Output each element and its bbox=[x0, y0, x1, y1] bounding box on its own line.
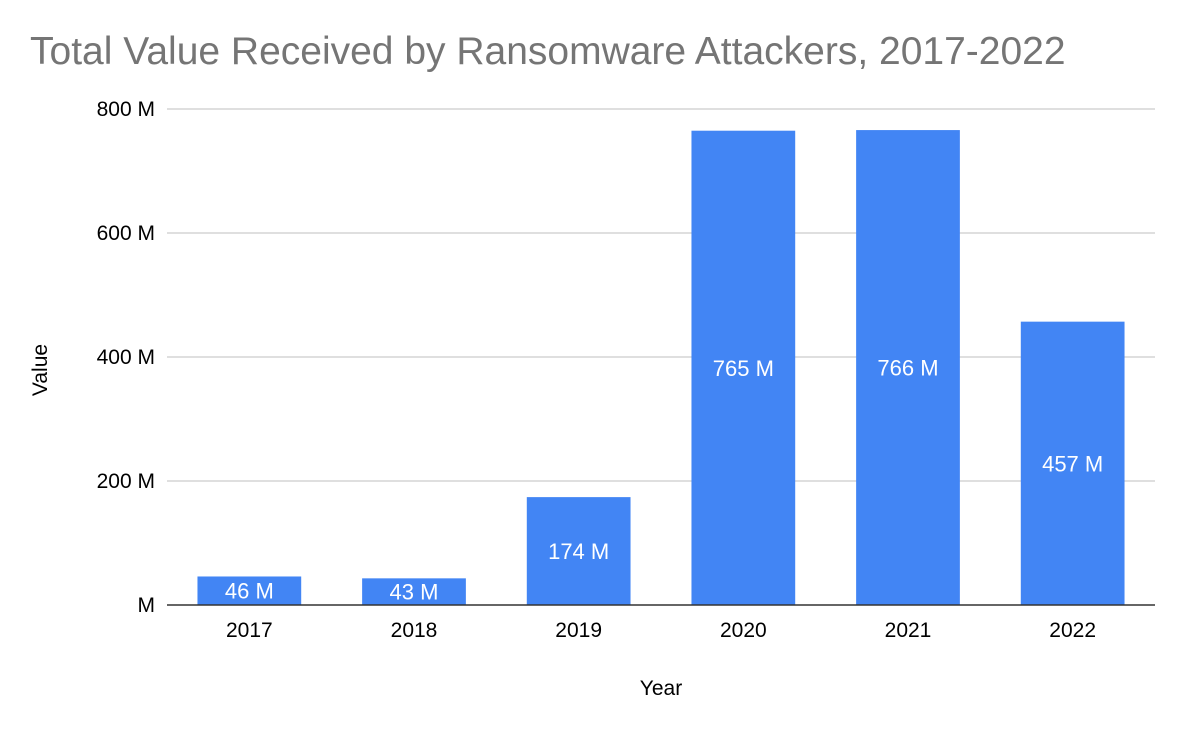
gridlines bbox=[167, 108, 1155, 482]
y-tick-label: 400 M bbox=[97, 346, 155, 369]
y-tick-label: 800 M bbox=[97, 98, 155, 121]
bar bbox=[526, 497, 631, 605]
y-axis-title: Value bbox=[29, 344, 52, 396]
bar bbox=[362, 578, 466, 605]
bar-data-label: 46 M bbox=[225, 579, 274, 604]
y-tick-label: 600 M bbox=[97, 222, 155, 245]
data-labels: 46 M 43 M 174 M 765 M 766 M 457 M bbox=[225, 356, 1103, 605]
x-axis-ticks: 2017 2018 2019 2020 2021 2022 bbox=[226, 619, 1096, 642]
bar-data-label: 765 M bbox=[713, 356, 774, 381]
bar bbox=[691, 130, 796, 605]
bar-data-label: 174 M bbox=[548, 539, 609, 564]
bar bbox=[197, 576, 302, 605]
bar-data-label: 766 M bbox=[877, 356, 938, 381]
x-tick-label: 2017 bbox=[226, 619, 273, 642]
x-axis-title: Year bbox=[640, 677, 682, 700]
x-tick-label: 2018 bbox=[391, 619, 438, 642]
chart-title: Total Value Received by Ransomware Attac… bbox=[30, 30, 1066, 73]
y-axis-ticks: M 200 M 400 M 600 M 800 M bbox=[97, 98, 155, 617]
x-tick-label: 2019 bbox=[555, 619, 602, 642]
x-tick-label: 2021 bbox=[885, 619, 932, 642]
bar bbox=[1020, 321, 1125, 605]
y-tick-label: M bbox=[138, 594, 156, 617]
bars bbox=[197, 130, 1125, 605]
bar bbox=[856, 130, 960, 605]
x-tick-label: 2022 bbox=[1049, 619, 1096, 642]
x-tick-label: 2020 bbox=[720, 619, 767, 642]
y-tick-label: 200 M bbox=[97, 470, 155, 493]
bar-data-label: 457 M bbox=[1042, 451, 1103, 476]
bar-data-label: 43 M bbox=[390, 580, 439, 605]
